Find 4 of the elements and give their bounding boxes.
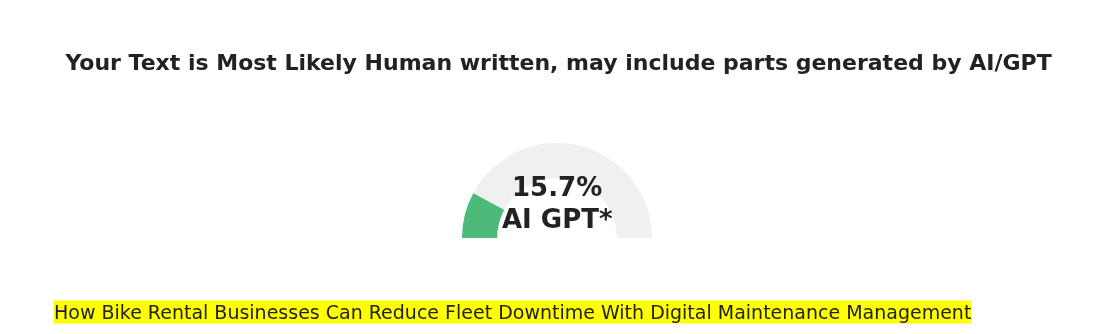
chart-title: Your Text is Most Likely Human written, may include parts generated by AI/GPT — [64, 49, 1052, 75]
text: How Bike Rental Businesses Can Reduce Fleet Downtime With Digital Maintenance Management — [54, 301, 972, 323]
text: 15.7% — [512, 172, 603, 202]
text: AI GPT* — [502, 204, 613, 234]
